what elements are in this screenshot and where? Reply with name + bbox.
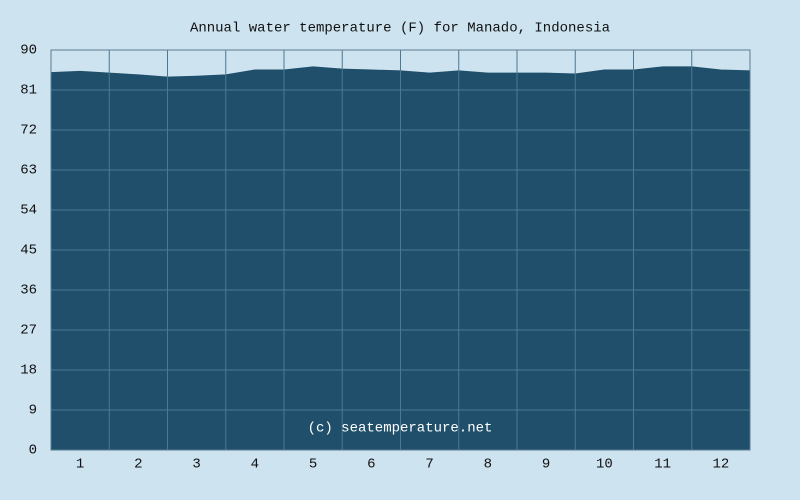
y-tick-label: 0 — [29, 443, 37, 459]
x-tick-label: 2 — [134, 457, 142, 473]
x-tick-label: 8 — [484, 457, 492, 473]
y-tick-label: 90 — [20, 43, 37, 59]
y-tick-label: 54 — [20, 203, 37, 219]
x-tick-label: 11 — [654, 457, 671, 473]
x-tick-label: 9 — [542, 457, 550, 473]
x-tick-label: 12 — [712, 457, 729, 473]
y-tick-label: 36 — [20, 283, 37, 299]
x-tick-label: 1 — [76, 457, 84, 473]
x-tick-label: 3 — [192, 457, 200, 473]
plot-border — [50, 49, 751, 451]
y-tick-label: 72 — [20, 123, 37, 139]
y-tick-label: 27 — [20, 323, 37, 339]
y-tick-label: 18 — [20, 363, 37, 379]
annotation: (c) seatemperature.net — [308, 421, 493, 437]
x-tick-label: 6 — [367, 457, 375, 473]
y-tick-label: 63 — [20, 163, 37, 179]
chart-title: Annual water temperature (F) for Manado,… — [190, 21, 610, 37]
x-tick-label: 10 — [596, 457, 613, 473]
x-tick-label: 4 — [251, 457, 259, 473]
x-tick-label: 5 — [309, 457, 317, 473]
y-tick-label: 9 — [29, 403, 37, 419]
y-tick-label: 45 — [20, 243, 37, 259]
x-tick-label: 7 — [425, 457, 433, 473]
y-tick-label: 81 — [20, 83, 37, 99]
